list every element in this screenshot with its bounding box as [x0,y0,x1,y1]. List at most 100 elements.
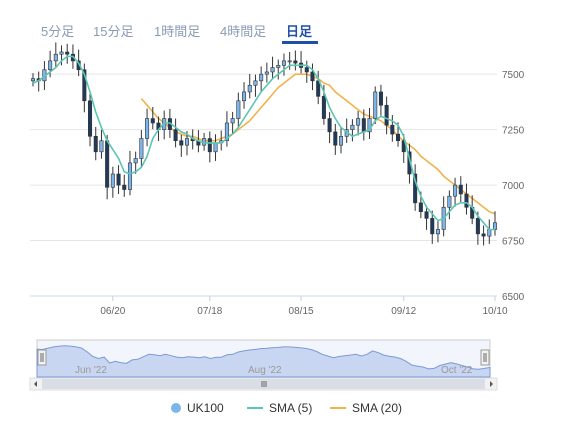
candle-body-45 [287,60,292,63]
candle-body-75 [458,184,463,195]
candle-body-9 [82,69,87,102]
candle-body-10 [88,100,93,137]
y-axis-ticks: 7500 7250 7000 6750 6500 [502,70,525,303]
x-axis-ticks: 06/20 07/18 08/15 09/12 10/10 [30,295,508,317]
tab-1hour[interactable]: 1時間足 [154,24,201,39]
candle-body-12 [99,140,104,153]
candle-body-59 [367,118,372,133]
candle-body-17 [127,162,132,190]
candle-body-71 [435,229,440,235]
candle-body-44 [281,60,286,66]
y-tick-label-7000: 7000 [502,181,525,192]
navigator-label-2: Oct '22 [441,365,473,376]
candle-body-27 [184,138,190,146]
x-tick-label-1: 07/18 [197,306,222,317]
candle-body-49 [310,71,315,82]
candle-body-58 [361,118,366,133]
candle-body-36 [236,100,241,119]
candle-body-40 [259,73,264,82]
candle-body-48 [304,67,309,73]
legend-marker-uk100 [171,403,181,413]
candle-body-19 [139,138,144,159]
candle-body-18 [133,158,138,164]
candle-body-3 [48,60,53,71]
candle-body-64 [396,133,401,142]
tab-daily[interactable]: 日足 [286,24,313,39]
candle-body-4 [53,53,58,62]
legend-item-sma5[interactable]: SMA (5) [247,398,312,418]
candles-group [30,42,498,246]
candle-body-51 [321,96,326,119]
candle-body-52 [327,118,332,133]
candle-body-42 [270,67,275,73]
navigator[interactable]: Jun '22 Aug '22 Oct '22 [29,339,498,391]
y-tick-label-7500: 7500 [502,70,525,81]
candle-body-56 [350,124,355,130]
candle-body-79 [481,233,486,237]
candle-body-41 [264,71,269,75]
candle-body-69 [424,211,429,219]
candle-body-32 [213,142,218,153]
candle-body-26 [179,140,184,146]
candle-body-6 [65,51,70,55]
tab-5min[interactable]: 5分足 [41,24,75,39]
candle-body-20 [145,118,150,139]
candle-body-76 [464,193,469,208]
legend-label-uk100: UK100 [187,401,224,415]
candle-body-5 [59,51,64,55]
grid-lines [30,73,497,297]
x-tick-label-0: 06/20 [100,306,125,317]
x-tick-label-3: 09/12 [391,306,416,317]
x-tick-label-4: 10/10 [482,306,507,317]
active-tab-underline [282,41,318,44]
candle-body-60 [373,91,378,119]
sma5-group [32,55,495,231]
legend-label-sma20: SMA (20) [352,401,403,415]
y-tick-label-6500: 6500 [502,292,525,303]
y-tick-label-6750: 6750 [502,237,525,248]
legend-marker-sma5 [247,407,263,409]
candle-body-63 [390,124,395,135]
candle-body-67 [413,173,418,204]
candle-body-38 [247,84,252,93]
candle-body-70 [430,218,435,235]
candle-body-16 [122,184,127,190]
y-tick-label-7250: 7250 [502,126,525,137]
navigator-label-1: Aug '22 [248,365,282,376]
legend-label-sma5: SMA (5) [269,401,313,415]
candle-body-54 [338,135,344,146]
candle-body-73 [447,195,452,208]
candle-body-0 [30,78,36,82]
candle-body-34 [224,122,229,142]
candle-body-57 [356,118,361,126]
legend-item-sma20[interactable]: SMA (20) [330,398,402,418]
candle-body-81 [492,222,498,230]
candle-body-68 [418,202,423,213]
legend-item-uk100[interactable]: UK100 [171,398,224,418]
scrollbar-left-arrow-icon[interactable] [34,381,37,387]
chart-legend: UK100 SMA (5) SMA (20) [0,398,567,418]
candle-body-78 [475,218,480,235]
candle-body-74 [453,184,458,197]
tab-4hour[interactable]: 4時間足 [220,24,267,39]
candle-body-43 [276,65,281,68]
timeframe-tabs: 5分足 15分足 1時間足 4時間足 日足 [0,0,567,48]
candle-body-53 [333,131,338,146]
navigator-label-0: Jun '22 [75,365,107,376]
candlestick-chart: 7500 7250 7000 6750 6500 06/20 07/18 08/15 09/1… [29,42,525,391]
candle-body-31 [207,138,212,153]
navigator-handle-right[interactable] [480,349,490,366]
candle-body-35 [230,118,235,124]
navigator-series-area [36,345,491,378]
candle-body-39 [253,80,258,86]
candle-body-50 [316,80,321,97]
candle-body-25 [173,129,178,142]
x-tick-label-2: 08/15 [289,306,314,317]
candle-body-62 [384,104,389,126]
candle-body-21 [150,118,155,124]
scrollbar-right-arrow-icon[interactable] [490,381,493,387]
candle-body-14 [110,173,115,188]
candle-body-37 [242,91,247,102]
tab-15min[interactable]: 15分足 [93,24,134,39]
navigator-handle-left[interactable] [37,349,47,366]
